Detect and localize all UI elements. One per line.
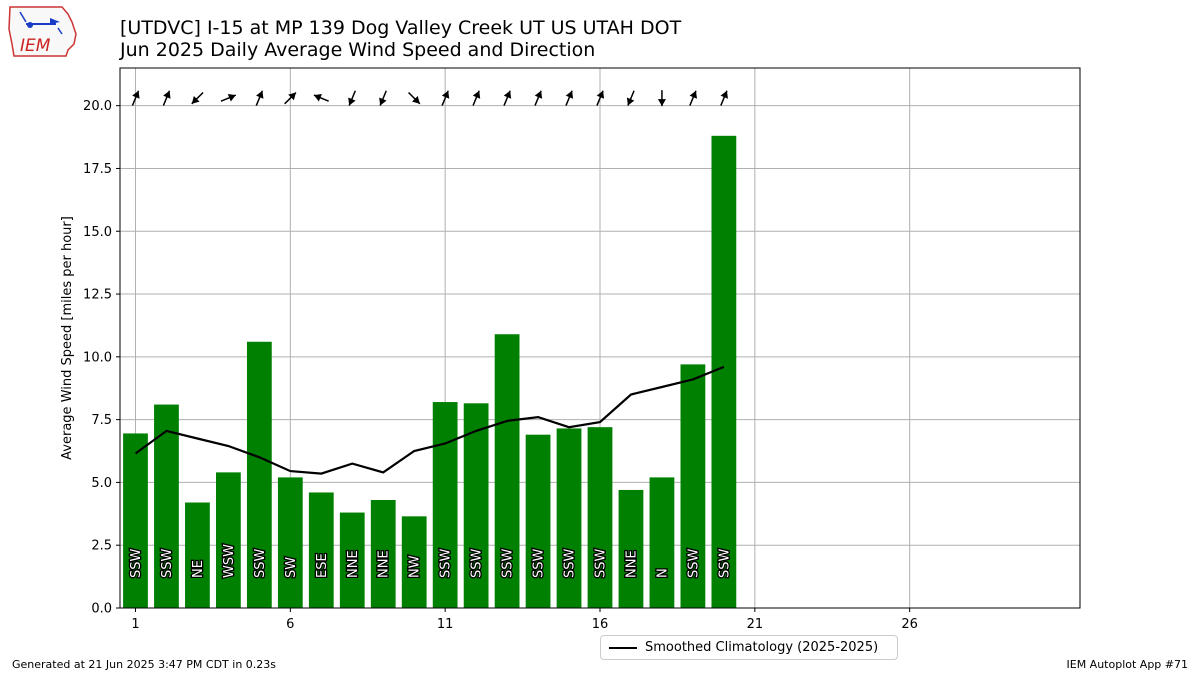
direction-arrow-head [288, 92, 296, 101]
direction-label: WSW [222, 544, 237, 578]
direction-arrow-head [379, 97, 387, 106]
direction-label: SSW [686, 548, 701, 578]
x-tick-label: 16 [592, 617, 609, 632]
x-tick-label: 11 [437, 617, 454, 632]
y-tick-label: 15.0 [83, 225, 112, 240]
direction-arrow-head [256, 90, 264, 99]
direction-label: SSW [253, 548, 268, 578]
direction-arrow-head [313, 94, 322, 102]
direction-arrow-head [503, 90, 512, 99]
legend: Smoothed Climatology (2025-2025) [600, 635, 898, 660]
direction-arrow-head [565, 90, 574, 99]
direction-label: NNE [624, 550, 639, 578]
speed-bar [587, 427, 613, 608]
title-line-1: [UTDVC] I-15 at MP 139 Dog Valley Creek … [120, 17, 682, 39]
y-tick-label: 10.0 [83, 350, 112, 365]
direction-arrow-head [441, 90, 450, 99]
y-tick-label: 20.0 [83, 99, 112, 114]
climatology-line [134, 365, 725, 475]
direction-arrow-head [626, 97, 635, 106]
direction-label: SW [284, 557, 299, 578]
speed-bar [432, 402, 458, 608]
direction-label: NW [408, 555, 423, 578]
direction-label: SSW [470, 548, 485, 578]
direction-label: SSW [160, 548, 175, 578]
direction-arrow-head [412, 96, 420, 104]
direction-arrow-head [689, 90, 697, 99]
direction-arrow-head [657, 99, 666, 107]
speed-bar [185, 502, 210, 608]
y-axis-label: Average Wind Speed [miles per hour] [60, 216, 75, 460]
direction-label: SSW [129, 548, 144, 578]
speed-bar [246, 341, 272, 608]
direction-arrow-head [348, 97, 356, 106]
y-ticks: 0.0 2.5 5.0 7.5 10.0 12.5 15.0 17.5 20.0 [83, 99, 120, 617]
chart-title: [UTDVC] I-15 at MP 139 Dog Valley Creek … [120, 17, 681, 61]
direction-arrow-head [227, 94, 236, 102]
x-ticks: 1 6 11 16 21 26 [131, 608, 918, 632]
direction-label: ESE [315, 553, 330, 578]
speed-bar [123, 433, 148, 608]
direction-label: NNE [377, 550, 392, 578]
speed-bar [711, 135, 737, 608]
y-tick-label: 7.5 [91, 413, 112, 428]
x-tick-label: 21 [747, 617, 764, 632]
direction-arrow-head [534, 90, 543, 99]
speed-bar [680, 364, 706, 608]
speed-bar [370, 500, 396, 608]
speed-bar [308, 492, 334, 608]
iem-logo: IEM [6, 4, 82, 60]
direction-label: SSW [717, 548, 732, 578]
direction-label: NE [191, 560, 206, 578]
direction-arrow-head [596, 90, 605, 99]
speed-bar [401, 516, 427, 608]
direction-arrow-head [472, 90, 481, 99]
speed-bar [277, 477, 303, 608]
x-tick-label: 1 [131, 617, 139, 632]
y-tick-label: 0.0 [91, 602, 112, 617]
y-tick-label: 5.0 [91, 476, 112, 491]
y-tick-label: 2.5 [91, 539, 112, 554]
direction-label: SSW [501, 548, 516, 578]
direction-arrow-head [191, 96, 200, 104]
direction-label: SSW [439, 548, 454, 578]
speed-bar [556, 428, 582, 608]
x-tick-label: 26 [901, 617, 918, 632]
y-tick-label: 17.5 [83, 162, 112, 177]
direction-labels: SSW SSW NE WSW SSW SW ESE NNE NNE NW SSW SSW SSW SSW S… [128, 543, 734, 580]
direction-label: N [655, 568, 670, 578]
speed-bars [123, 135, 737, 608]
speed-bar [216, 472, 241, 608]
direction-arrow-head [132, 90, 140, 99]
footer-generated: Generated at 21 Jun 2025 3:47 PM CDT in … [12, 658, 277, 671]
speed-bar [618, 489, 644, 608]
logo-text: IEM [20, 36, 51, 56]
x-tick-label: 6 [286, 617, 294, 632]
speed-bar [463, 403, 489, 608]
direction-arrows [131, 90, 728, 107]
speed-bar [154, 404, 179, 608]
direction-label: SSW [563, 548, 578, 578]
y-tick-label: 12.5 [83, 288, 112, 303]
speed-bar [339, 512, 365, 608]
direction-label: SSW [594, 548, 609, 578]
speed-bar [525, 434, 551, 608]
speed-bar [494, 334, 520, 608]
direction-label: NNE [346, 550, 361, 578]
legend-label: Smoothed Climatology (2025-2025) [645, 640, 879, 655]
speed-bar [649, 477, 675, 608]
direction-arrow-head [163, 90, 171, 99]
legend-line-swatch [609, 647, 637, 649]
title-line-2: Jun 2025 Daily Average Wind Speed and Di… [120, 39, 596, 61]
direction-label: SSW [532, 548, 547, 578]
footer-app: IEM Autoplot App #71 [1066, 658, 1189, 671]
direction-arrow-head [720, 90, 728, 99]
